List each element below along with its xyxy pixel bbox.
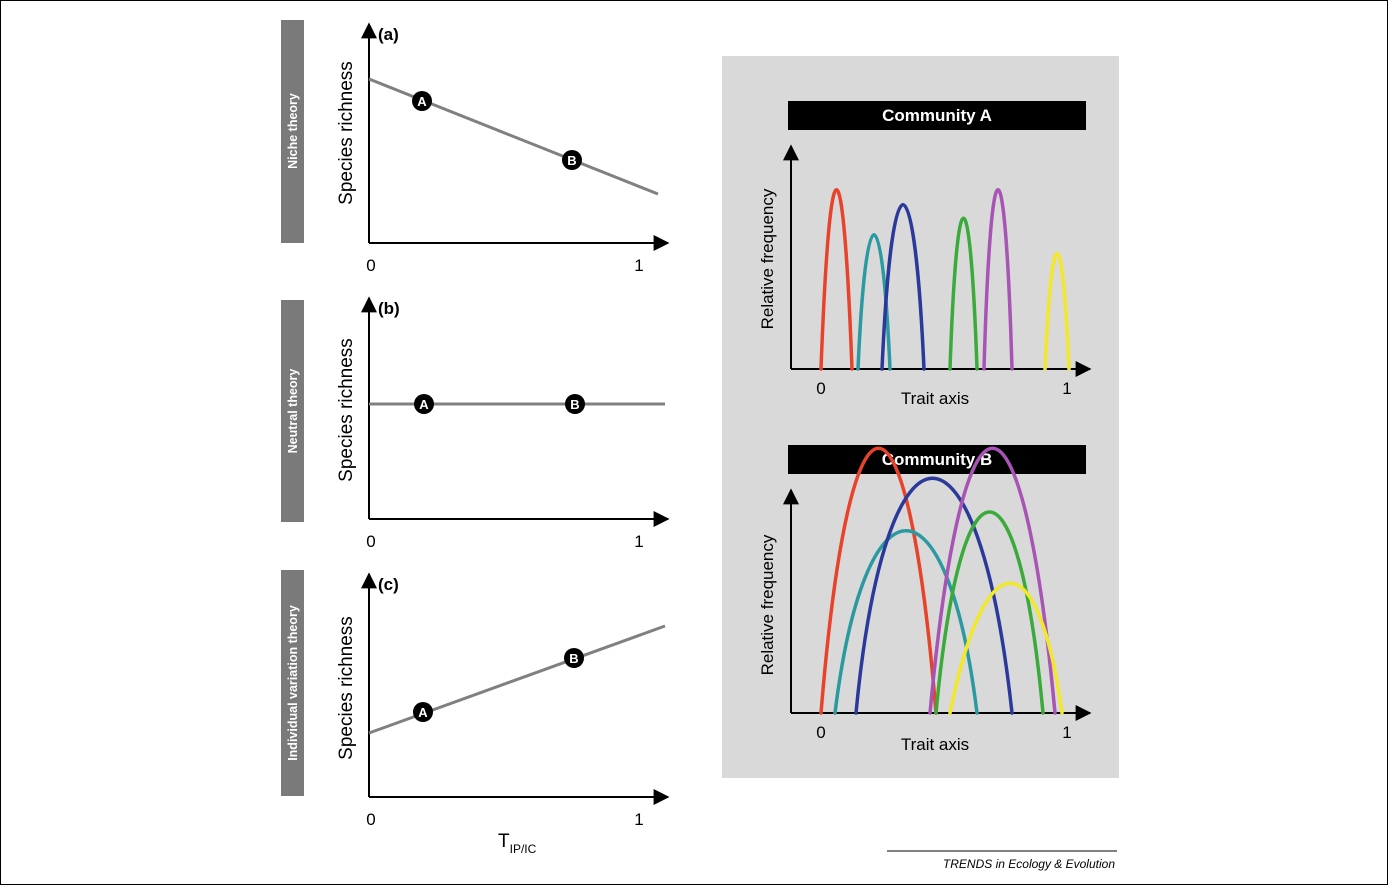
point-a-label-2: B (567, 153, 576, 168)
trend-line-a (368, 77, 659, 196)
point-b-marker-2 (565, 394, 585, 414)
point-c-label-1: A (418, 705, 428, 720)
point-c-marker-1 (413, 702, 433, 722)
community-b-curve-teal (833, 529, 979, 715)
community-a-curve-blue (880, 203, 926, 371)
point-a-marker-2 (562, 150, 582, 170)
panel-c: Individual variation theory (c) Species … (281, 570, 670, 856)
community-b-title: Community B (882, 450, 993, 469)
community-b-curve-blue (854, 476, 1014, 715)
trend-line-c (368, 624, 666, 735)
community-a-x-tick-1: 1 (1062, 379, 1071, 398)
community-a-x-tick-0: 0 (816, 379, 825, 398)
x-tick-1-c: 1 (634, 810, 643, 829)
x-tick-0-b: 0 (366, 532, 375, 551)
side-label-c: Individual variation theory (286, 605, 300, 761)
community-a-curve-purple (982, 188, 1014, 371)
communities-panel-bg (722, 56, 1119, 778)
point-c-label-2: B (569, 651, 578, 666)
x-tick-0-a: 0 (366, 256, 375, 275)
point-a-marker-1 (412, 91, 432, 111)
point-b-marker-1 (414, 394, 434, 414)
community-a-plot: Community A Relative frequency Trait axi… (758, 101, 1092, 408)
community-b-curve-green (934, 510, 1045, 715)
community-b-x-tick-1: 1 (1062, 723, 1071, 742)
panel-label-c: (c) (378, 575, 399, 594)
panel-label-a: (a) (378, 25, 399, 44)
x-axis-main-label: TIP/IC (498, 831, 537, 856)
side-tab-a (281, 20, 304, 243)
community-a-title-bar (788, 101, 1086, 130)
panel-b: Neutral theory (b) Species richness 0 1 … (281, 296, 670, 551)
point-b-label-2: B (570, 397, 579, 412)
point-b-label-1: A (419, 397, 429, 412)
x-tick-1-b: 1 (634, 532, 643, 551)
y-axis-label-b: Species richness (336, 338, 357, 482)
y-axis-label-c: Species richness (336, 616, 357, 760)
community-a-x-label: Trait axis (901, 389, 969, 408)
side-tab-b (281, 300, 304, 522)
community-b-y-label: Relative frequency (758, 534, 777, 675)
community-b-curve-yellow (948, 581, 1064, 715)
y-axis-label-a: Species richness (336, 61, 357, 205)
community-a-y-label: Relative frequency (758, 188, 777, 329)
side-label-b: Neutral theory (286, 369, 300, 454)
community-a-curve-red (819, 188, 854, 371)
x-tick-0-c: 0 (366, 810, 375, 829)
journal-credit: TRENDS in Ecology & Evolution (943, 857, 1115, 871)
community-b-curve-purple (928, 446, 1057, 715)
point-a-label-1: A (417, 94, 427, 109)
community-b-plot: Community B Relative frequency Trait axi… (758, 445, 1092, 754)
x-axis-subscript: IP/IC (510, 842, 537, 856)
side-tab-c (281, 570, 304, 796)
community-a-title: Community A (882, 106, 992, 125)
point-c-marker-2 (564, 648, 584, 668)
community-b-curve-red (819, 446, 938, 715)
panel-a: Niche theory (a) Species richness 0 1 A … (281, 20, 670, 275)
community-b-title-bar (788, 445, 1086, 474)
community-b-x-tick-0: 0 (816, 723, 825, 742)
community-b-x-label: Trait axis (901, 735, 969, 754)
panel-label-b: (b) (378, 299, 400, 318)
community-a-curve-yellow (1043, 251, 1071, 371)
community-a-curve-green (948, 216, 979, 371)
x-axis-main-symbol: T (498, 831, 510, 852)
side-label-a: Niche theory (286, 93, 300, 169)
x-tick-1-a: 1 (634, 256, 643, 275)
